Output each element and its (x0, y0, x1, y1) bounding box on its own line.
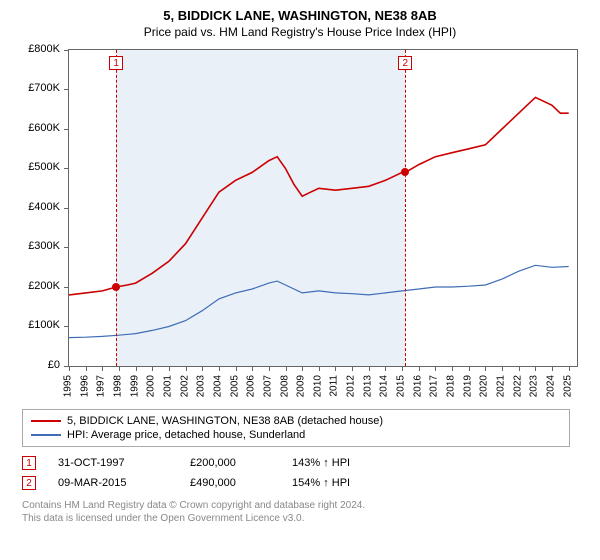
x-tick-label: 2021 (496, 375, 507, 397)
y-tick-label: £200K (28, 280, 60, 292)
transaction-date: 31-OCT-1997 (58, 457, 168, 469)
transaction-marker: 2 (22, 476, 36, 490)
y-tick-label: £700K (28, 82, 60, 94)
transaction-hpi: 154% ↑ HPI (292, 477, 372, 489)
series-hpi (69, 265, 569, 337)
x-tick-label: 2012 (346, 375, 357, 397)
y-tick-label: £500K (28, 161, 60, 173)
y-tick-label: £800K (28, 43, 60, 55)
y-tick (64, 129, 69, 130)
event-marker-dot (112, 283, 120, 291)
y-tick-label: £600K (28, 122, 60, 134)
x-tick-label: 2003 (196, 375, 207, 397)
x-tick-label: 2008 (279, 375, 290, 397)
event-marker-label: 2 (398, 56, 412, 70)
footer-line-2: This data is licensed under the Open Gov… (22, 512, 586, 525)
legend: 5, BIDDICK LANE, WASHINGTON, NE38 8AB (d… (22, 409, 570, 447)
x-tick-label: 1996 (79, 375, 90, 397)
legend-item: 5, BIDDICK LANE, WASHINGTON, NE38 8AB (d… (31, 414, 561, 428)
chart-area: £0 £100K £200K £300K £400K £500K £600K £700K £80… (14, 45, 586, 405)
chart-subtitle: Price paid vs. HM Land Registry's House … (14, 25, 586, 39)
transaction-row: 2 09-MAR-2015 £490,000 154% ↑ HPI (22, 473, 586, 493)
y-tick (64, 168, 69, 169)
transaction-row: 1 31-OCT-1997 £200,000 143% ↑ HPI (22, 453, 586, 473)
x-tick-label: 2022 (512, 375, 523, 397)
y-tick (64, 208, 69, 209)
line-series-svg (69, 50, 577, 366)
x-tick-label: 2002 (179, 375, 190, 397)
legend-swatch (31, 420, 61, 422)
x-tick-label: 2020 (479, 375, 490, 397)
x-tick-label: 1995 (63, 375, 74, 397)
x-tick-label: 2024 (546, 375, 557, 397)
x-tick-label: 2007 (262, 375, 273, 397)
transaction-table: 1 31-OCT-1997 £200,000 143% ↑ HPI 2 09-MAR-20… (22, 453, 586, 493)
transaction-price: £490,000 (190, 477, 270, 489)
y-tick (64, 326, 69, 327)
transaction-date: 09-MAR-2015 (58, 477, 168, 489)
y-tick (64, 287, 69, 288)
x-tick-label: 1998 (112, 375, 123, 397)
y-tick-label: £100K (28, 319, 60, 331)
x-tick-label: 2001 (162, 375, 173, 397)
x-tick-label: 2023 (529, 375, 540, 397)
x-tick-label: 2010 (312, 375, 323, 397)
y-tick-label: £300K (28, 240, 60, 252)
transaction-marker: 1 (22, 456, 36, 470)
x-axis-labels: 1995199619971998199920002001200220032004… (68, 369, 578, 405)
y-axis-labels: £0£100K£200K£300K£400K£500K£600K£700K£80… (14, 49, 64, 367)
plot-area: 12 (68, 49, 578, 367)
y-tick-label: £0 (48, 359, 60, 371)
x-tick-label: 2014 (379, 375, 390, 397)
legend-swatch (31, 434, 61, 436)
event-marker-label: 1 (109, 56, 123, 70)
legend-label: 5, BIDDICK LANE, WASHINGTON, NE38 8AB (d… (67, 415, 383, 427)
legend-label: HPI: Average price, detached house, Sund… (67, 429, 305, 441)
x-tick-label: 2006 (246, 375, 257, 397)
event-marker-line (405, 50, 406, 366)
event-marker-line (116, 50, 117, 366)
x-tick-label: 2000 (146, 375, 157, 397)
x-tick-label: 2025 (562, 375, 573, 397)
x-tick-label: 2013 (362, 375, 373, 397)
footer-line-1: Contains HM Land Registry data © Crown c… (22, 499, 586, 512)
x-tick-label: 2016 (412, 375, 423, 397)
legend-item: HPI: Average price, detached house, Sund… (31, 428, 561, 442)
transaction-hpi: 143% ↑ HPI (292, 457, 372, 469)
chart-title: 5, BIDDICK LANE, WASHINGTON, NE38 8AB (14, 8, 586, 25)
y-tick (64, 50, 69, 51)
x-tick-label: 1997 (96, 375, 107, 397)
x-tick-label: 2011 (329, 375, 340, 397)
y-tick (64, 247, 69, 248)
transaction-price: £200,000 (190, 457, 270, 469)
x-tick-label: 2005 (229, 375, 240, 397)
x-tick-label: 2018 (446, 375, 457, 397)
x-tick-label: 2004 (212, 375, 223, 397)
series-property (69, 97, 569, 295)
x-tick-label: 1999 (129, 375, 140, 397)
x-tick-label: 2009 (296, 375, 307, 397)
event-marker-dot (401, 168, 409, 176)
x-tick-label: 2019 (462, 375, 473, 397)
chart-container: 5, BIDDICK LANE, WASHINGTON, NE38 8AB Pr… (0, 0, 600, 560)
x-tick-label: 2015 (396, 375, 407, 397)
footer-attribution: Contains HM Land Registry data © Crown c… (22, 499, 586, 525)
y-tick (64, 89, 69, 90)
x-tick-label: 2017 (429, 375, 440, 397)
y-tick-label: £400K (28, 201, 60, 213)
